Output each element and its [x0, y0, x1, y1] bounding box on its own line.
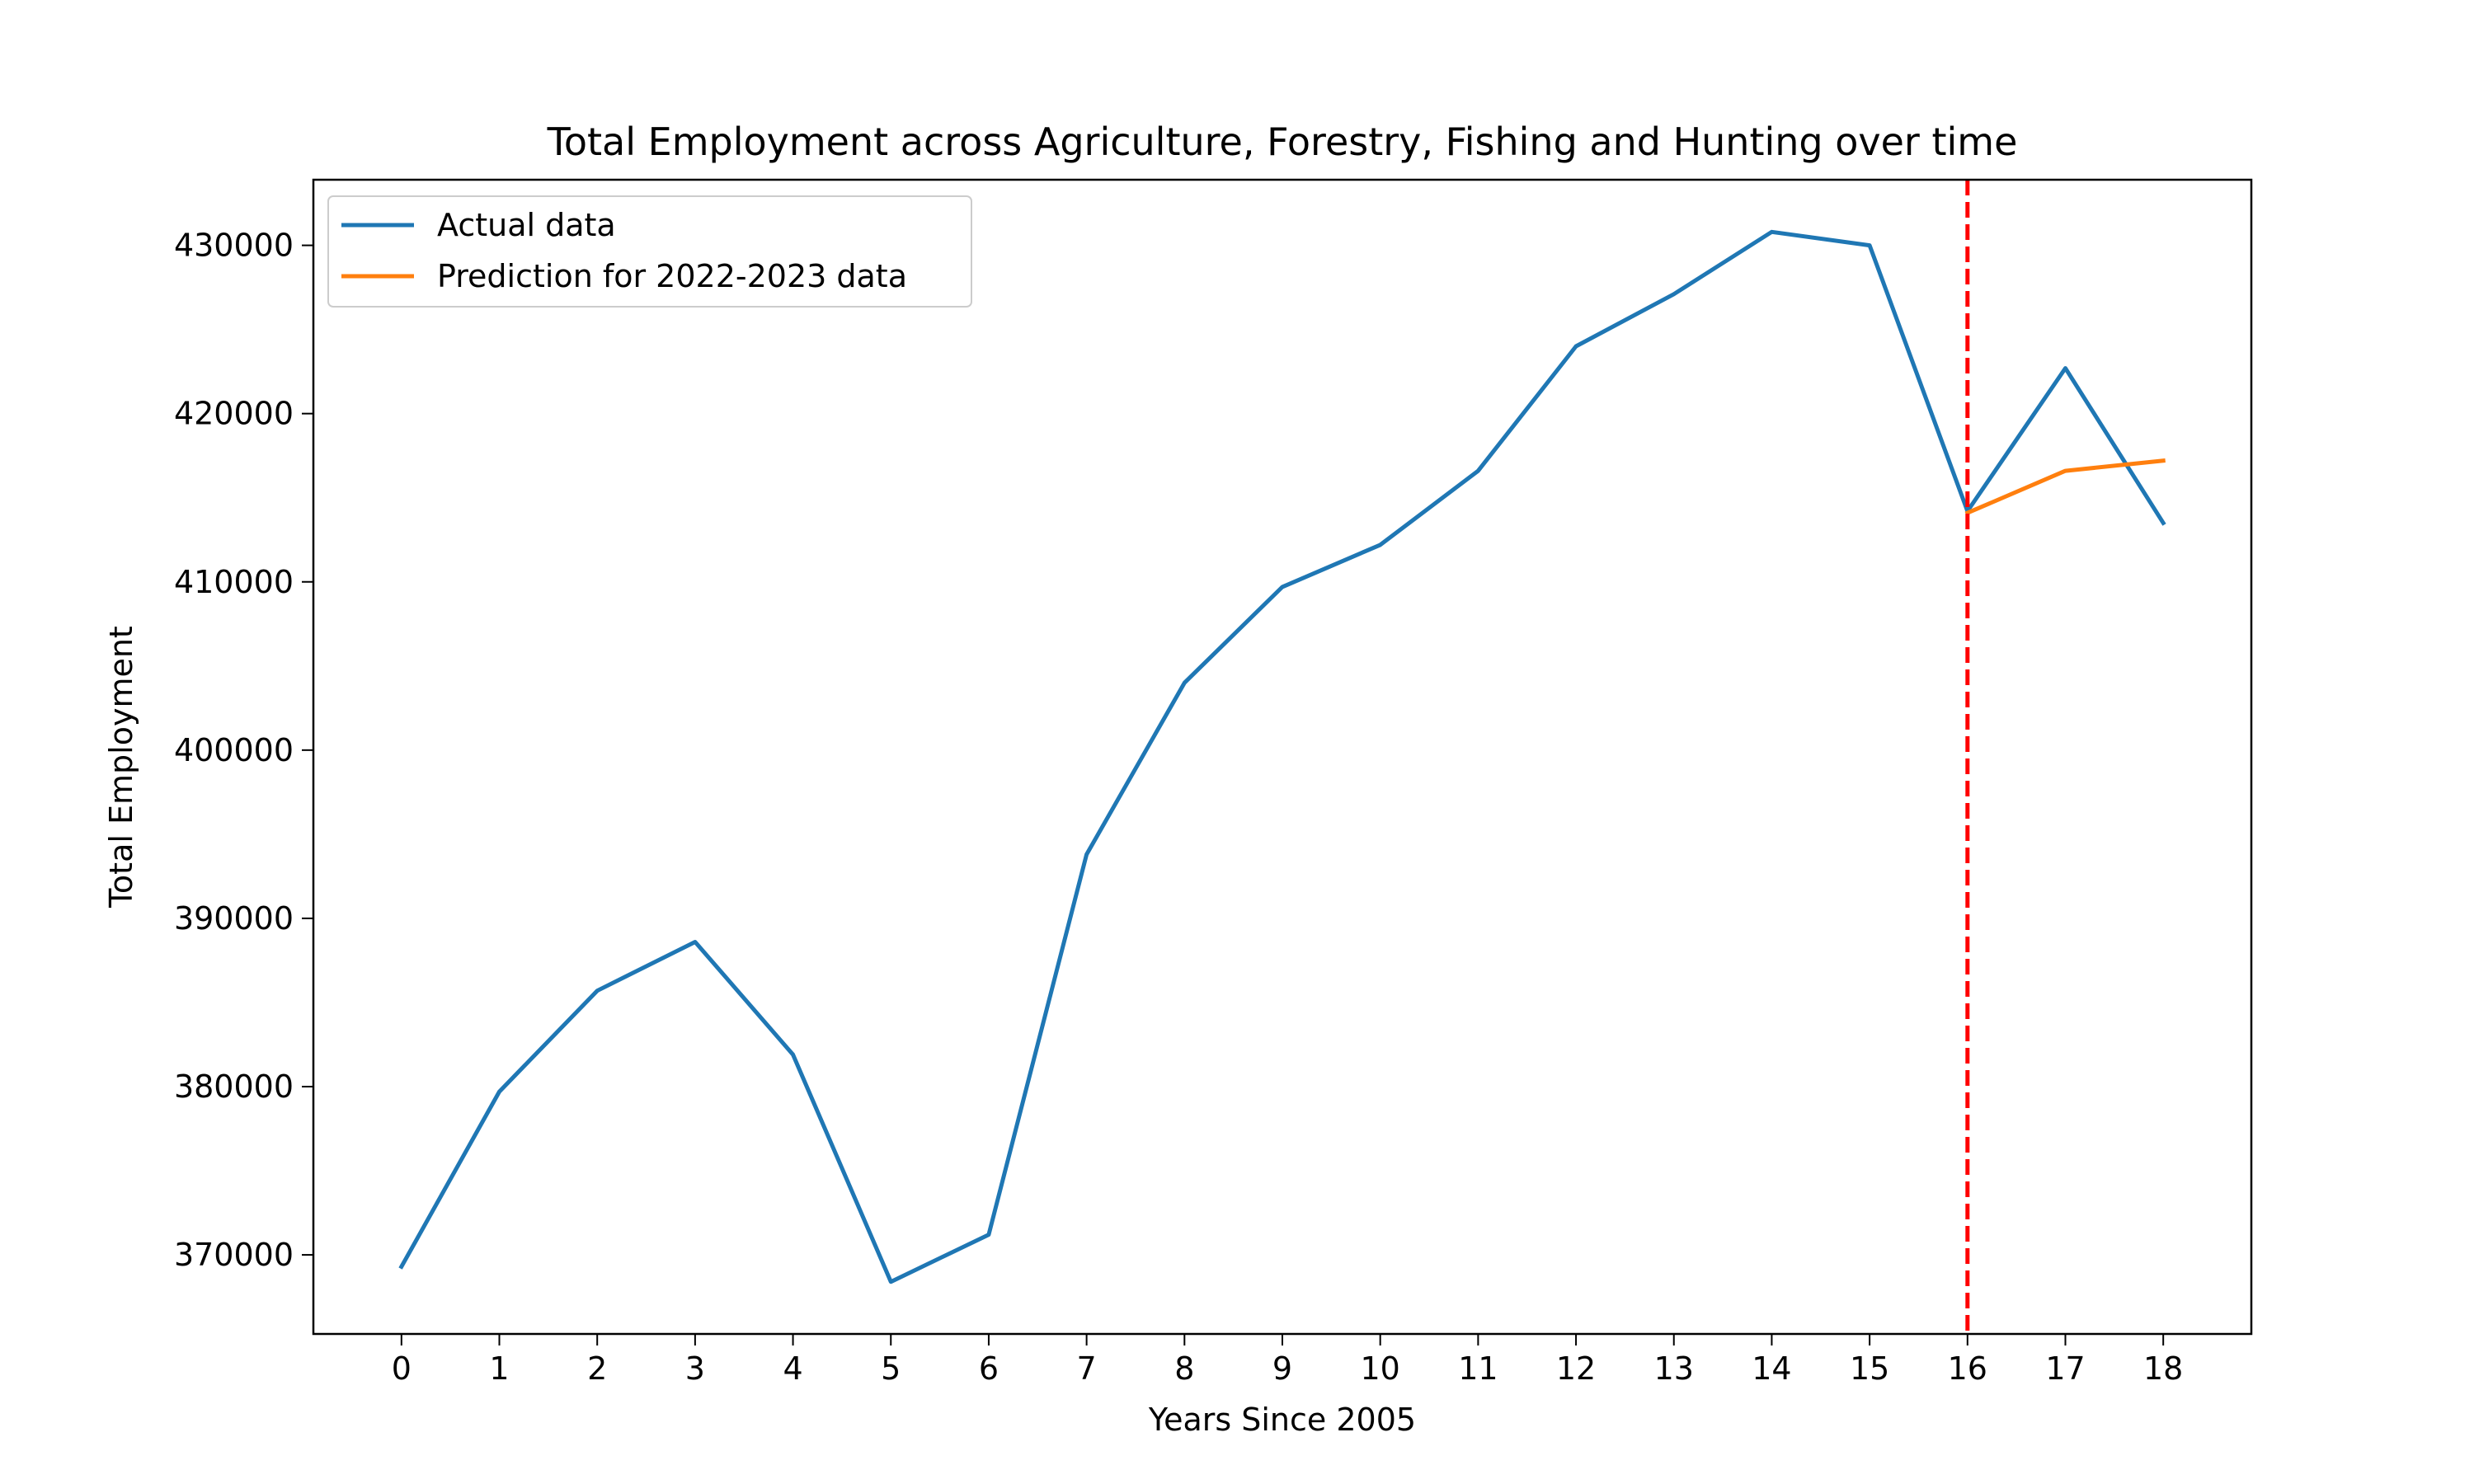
- x-tick-label: 14: [1752, 1350, 1791, 1387]
- x-tick-label: 16: [1948, 1350, 1987, 1387]
- x-tick-label: 18: [2143, 1350, 2183, 1387]
- y-tick-label: 380000: [174, 1068, 294, 1105]
- series-line-0: [398, 229, 2166, 1284]
- legend-label-1: Prediction for 2022-2023 data: [437, 258, 907, 294]
- x-tick-label: 17: [2045, 1350, 2085, 1387]
- x-tick-label: 7: [1077, 1350, 1097, 1387]
- x-tick-label: 6: [979, 1350, 999, 1387]
- x-tick-label: 11: [1458, 1350, 1498, 1387]
- x-tick-label: 13: [1654, 1350, 1694, 1387]
- x-tick-label: 4: [783, 1350, 802, 1387]
- legend: Actual data Prediction for 2022-2023 data: [327, 195, 972, 308]
- y-tick-label: 410000: [174, 564, 294, 600]
- x-tick-label: 8: [1174, 1350, 1194, 1387]
- y-tick-label: 370000: [174, 1237, 294, 1273]
- y-tick-label: 390000: [174, 900, 294, 937]
- x-tick-label: 10: [1361, 1350, 1400, 1387]
- x-tick-label: 12: [1556, 1350, 1596, 1387]
- x-tick-label: 1: [489, 1350, 509, 1387]
- x-tick-label: 15: [1850, 1350, 1889, 1387]
- plot-area: 0 1 2 3 4 5 6 7 8 9 10 11 12 13 14 15 16 17 18370000380000…: [174, 178, 2253, 1387]
- legend-label-0: Actual data: [437, 207, 616, 243]
- series-line-1: [1964, 458, 2166, 516]
- x-tick-label: 9: [1272, 1350, 1292, 1387]
- y-axis-label: Total Employment: [103, 626, 139, 909]
- y-tick-label: 430000: [174, 228, 294, 264]
- y-tick-label: 420000: [174, 396, 294, 432]
- x-tick-label: 5: [881, 1350, 901, 1387]
- x-axis-label: Years Since 2005: [1148, 1402, 1416, 1438]
- legend-box: [327, 195, 972, 308]
- x-tick-label: 2: [587, 1350, 607, 1387]
- x-tick-label: 0: [392, 1350, 412, 1387]
- y-tick-label: 400000: [174, 732, 294, 768]
- x-tick-label: 3: [685, 1350, 705, 1387]
- chart-title: Total Employment across Agriculture, For…: [547, 120, 2018, 164]
